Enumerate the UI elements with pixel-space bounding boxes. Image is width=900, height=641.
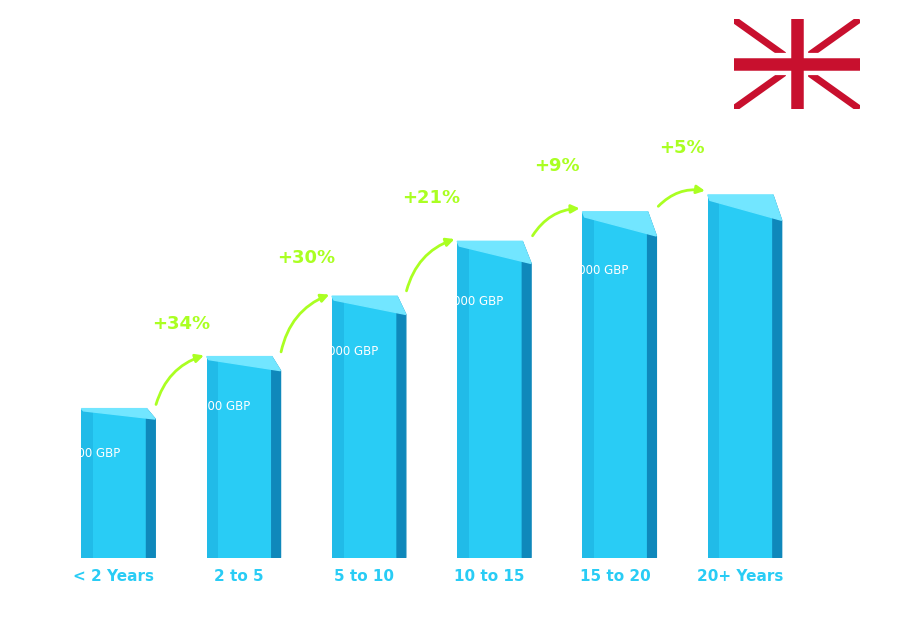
Bar bbox=[457, 241, 469, 558]
Polygon shape bbox=[207, 356, 281, 370]
Text: +34%: +34% bbox=[152, 315, 210, 333]
Text: explorer.com: explorer.com bbox=[450, 615, 550, 629]
Polygon shape bbox=[648, 212, 656, 558]
Bar bbox=[207, 356, 219, 558]
Text: +30%: +30% bbox=[277, 249, 336, 267]
Text: Average Yearly Salary: Average Yearly Salary bbox=[850, 276, 863, 404]
Polygon shape bbox=[272, 356, 281, 558]
Polygon shape bbox=[147, 408, 155, 558]
Bar bbox=[582, 212, 594, 558]
Polygon shape bbox=[522, 241, 531, 558]
Polygon shape bbox=[457, 241, 531, 263]
Polygon shape bbox=[773, 195, 781, 558]
Text: 106,000 GBP: 106,000 GBP bbox=[44, 447, 120, 460]
Text: 143,000 GBP: 143,000 GBP bbox=[174, 401, 250, 413]
Bar bbox=[81, 408, 93, 558]
Bar bbox=[81, 408, 147, 558]
Text: 246,000 GBP: 246,000 GBP bbox=[553, 264, 629, 277]
Polygon shape bbox=[81, 408, 155, 419]
FancyArrowPatch shape bbox=[407, 239, 452, 291]
FancyArrowPatch shape bbox=[658, 186, 702, 206]
FancyArrowPatch shape bbox=[533, 206, 577, 236]
Bar bbox=[207, 356, 272, 558]
Text: salary: salary bbox=[398, 615, 450, 629]
Bar bbox=[457, 241, 522, 558]
Bar bbox=[332, 296, 397, 558]
Bar bbox=[582, 212, 648, 558]
FancyArrowPatch shape bbox=[156, 355, 201, 404]
Text: 225,000 GBP: 225,000 GBP bbox=[428, 295, 503, 308]
Bar bbox=[332, 296, 344, 558]
Polygon shape bbox=[332, 296, 406, 315]
Polygon shape bbox=[707, 195, 781, 221]
Bar bbox=[707, 195, 719, 558]
Text: 186,000 GBP: 186,000 GBP bbox=[302, 345, 378, 358]
Text: +21%: +21% bbox=[402, 189, 461, 207]
Polygon shape bbox=[582, 212, 656, 236]
Text: Salary Comparison By Experience: Salary Comparison By Experience bbox=[36, 19, 562, 47]
Text: +5%: +5% bbox=[659, 138, 705, 156]
Text: +9%: +9% bbox=[534, 157, 580, 175]
Text: Media Sales Executive: Media Sales Executive bbox=[36, 87, 254, 106]
Bar bbox=[707, 195, 773, 558]
Text: 258,000 GBP: 258,000 GBP bbox=[783, 243, 859, 256]
FancyArrowPatch shape bbox=[281, 295, 327, 352]
Polygon shape bbox=[397, 296, 406, 558]
